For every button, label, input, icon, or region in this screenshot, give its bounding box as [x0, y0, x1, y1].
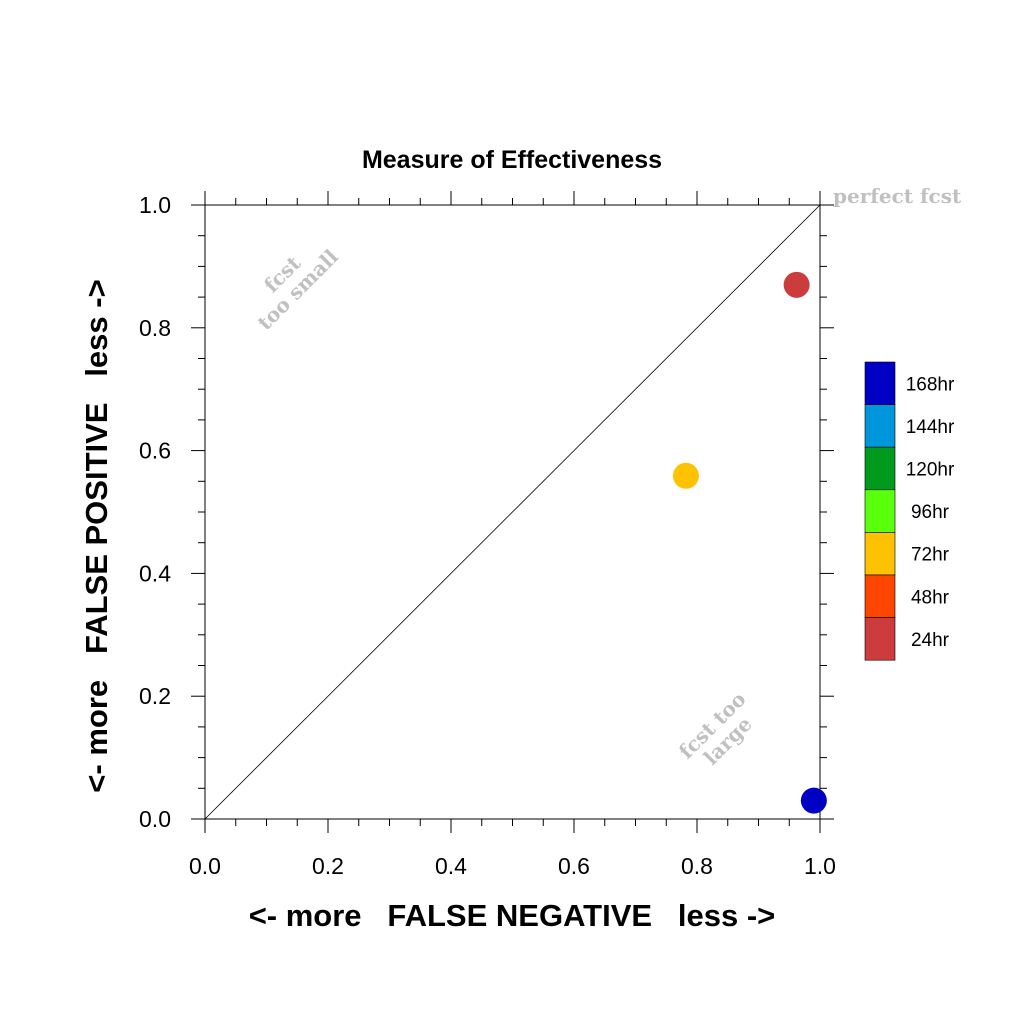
- perfect-forecast-annotation: perfect fcst: [833, 184, 962, 208]
- y-tick-label: 0.0: [139, 806, 171, 832]
- legend-label-48hr: 48hr: [911, 587, 950, 608]
- legend-swatch-48hr: [864, 574, 896, 618]
- legend: 168hr 144hr 120hr 96hr 72hr 48hr 24hr: [864, 361, 955, 661]
- too-large-annotation: fcst too large: [674, 687, 757, 770]
- x-tick-label: 0.8: [681, 853, 713, 879]
- legend-label-72hr: 72hr: [911, 545, 950, 566]
- x-tick-label: 0.6: [558, 853, 590, 879]
- legend-swatch-72hr: [864, 532, 896, 576]
- x-tick-label: 0.4: [435, 853, 467, 879]
- legend-label-96hr: 96hr: [911, 502, 950, 523]
- legend-label-144hr: 144hr: [906, 417, 955, 438]
- plot-area: 0.0 0.2 0.4 0.6 0.8 1.0 0.0 0.2 0.4 0.6 0.8 1.0: [139, 191, 836, 879]
- legend-label-168hr: 168hr: [906, 374, 955, 395]
- y-tick-label: 0.6: [139, 438, 171, 464]
- legend-swatch-96hr: [864, 489, 896, 533]
- y-tick-label: 1.0: [139, 192, 171, 218]
- point-168hr: [800, 787, 827, 814]
- data-points: [672, 271, 827, 814]
- legend-swatch-120hr: [864, 446, 896, 491]
- x-tick-label: 1.0: [804, 853, 836, 879]
- reference-diagonal-line: [204, 204, 821, 820]
- legend-swatch-144hr: [864, 404, 896, 448]
- legend-swatch-24hr: [864, 617, 896, 661]
- legend-label-24hr: 24hr: [911, 630, 950, 651]
- legend-swatch-168hr: [864, 361, 896, 405]
- too-small-annotation-line-2: too small: [253, 244, 343, 334]
- axis-tick-labels: 0.0 0.2 0.4 0.6 0.8 1.0 0.0 0.2 0.4 0.6 0.8 1.0: [139, 192, 836, 879]
- chart-title: Measure of Effectiveness: [362, 146, 662, 174]
- x-axis-label: <- more FALSE NEGATIVE less ->: [249, 898, 776, 933]
- axis-ticks: [191, 191, 834, 833]
- point-24hr: [783, 271, 810, 298]
- y-tick-label: 0.8: [139, 315, 171, 341]
- point-72hr: [672, 462, 699, 489]
- legend-label-120hr: 120hr: [906, 460, 955, 481]
- y-axis-label: <- more FALSE POSITIVE less ->: [79, 279, 114, 792]
- x-tick-label: 0.0: [189, 853, 221, 879]
- x-tick-label: 0.2: [312, 853, 344, 879]
- too-small-annotation: fcst too small: [253, 244, 343, 334]
- y-tick-label: 0.2: [139, 683, 171, 709]
- y-tick-label: 0.4: [139, 560, 171, 586]
